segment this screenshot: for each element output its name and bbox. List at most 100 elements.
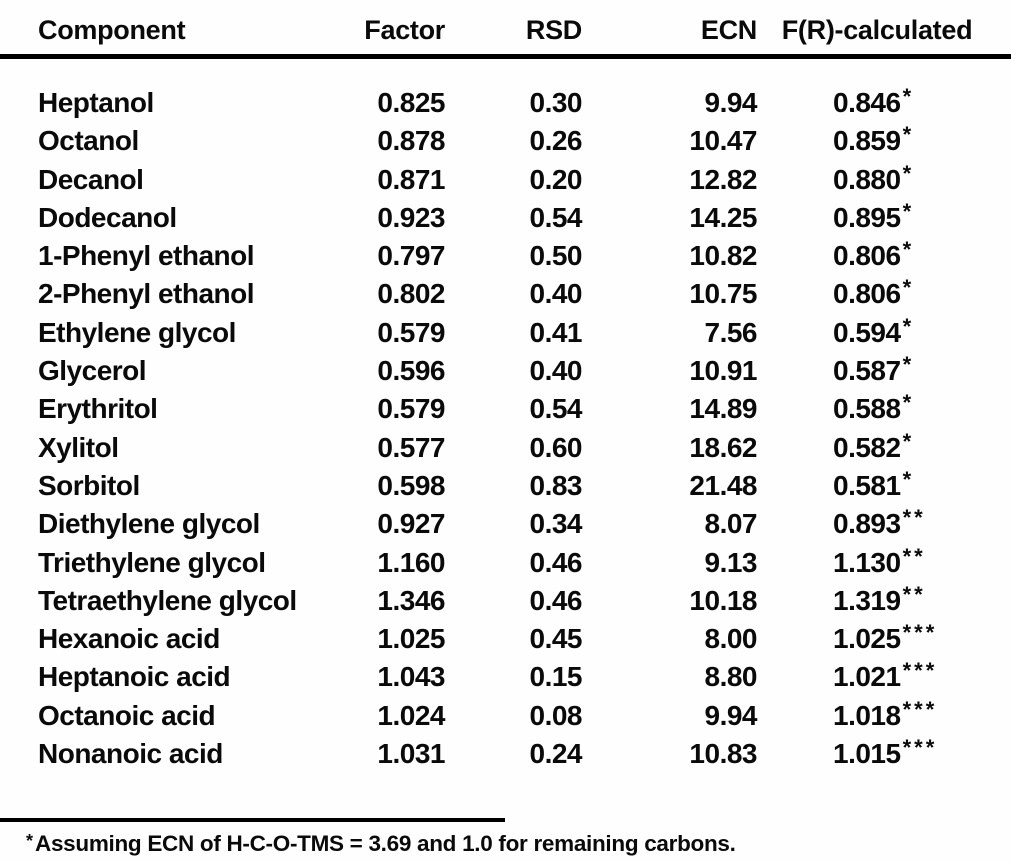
fr-calculated-cell: 0.846* — [757, 84, 1011, 123]
footnotes: *Assuming ECN of H-C-O-TMS = 3.69 and 1.… — [0, 829, 1011, 862]
factor-cell: 0.596 — [377, 355, 445, 387]
fr-value: 0.893 — [833, 508, 901, 540]
fr-calculated-cell: 1.025*** — [757, 620, 1011, 659]
table-row: Octanol 0.878 0.26 10.47 0.859* — [0, 122, 1011, 161]
footnote-marker-stars: ** — [902, 505, 926, 531]
ecn-cell: 8.00 — [704, 623, 758, 655]
fr-calculated-cell: 0.594* — [757, 313, 1011, 353]
ecn-cell: 12.82 — [689, 163, 757, 195]
table-header-row: Component Factor RSD ECN F(R)-calculated — [0, 14, 1011, 46]
component-cell: Triethylene glycol — [38, 546, 266, 578]
footnote-marker: * — [25, 831, 34, 852]
ecn-cell: 10.83 — [689, 738, 757, 770]
ecn-cell: 14.25 — [689, 201, 757, 233]
component-cell: Xylitol — [38, 431, 119, 463]
component-cell: Diethylene glycol — [38, 508, 260, 540]
fr-value: 1.021 — [833, 661, 901, 693]
component-cell: Octanol — [38, 125, 139, 157]
factor-cell: 0.598 — [377, 469, 445, 501]
fr-value: 0.587 — [833, 355, 901, 387]
fr-calculated-cell: 1.319** — [757, 582, 1011, 621]
ecn-cell: 9.13 — [704, 546, 758, 578]
ecn-cell: 10.82 — [689, 240, 757, 272]
footnote-marker-stars: * — [902, 313, 915, 339]
ecn-cell: 10.91 — [689, 355, 757, 387]
footnote-rule — [0, 818, 505, 823]
ecn-cell: 14.89 — [689, 393, 757, 425]
rsd-cell: 0.41 — [529, 316, 583, 348]
rsd-cell: 0.40 — [529, 355, 583, 387]
rsd-cell: 0.45 — [529, 623, 583, 655]
footnote-marker-stars: * — [902, 352, 915, 378]
footnote-marker-stars: * — [902, 84, 915, 109]
ecn-cell: 8.80 — [704, 661, 758, 693]
table-row: Hexanoic acid 1.025 0.45 8.00 1.025*** — [0, 620, 1011, 659]
ecn-cell: 9.94 — [704, 87, 758, 118]
ecn-cell: 10.75 — [689, 278, 757, 310]
fr-value: 0.594 — [833, 316, 901, 348]
fr-calculated-cell: 0.880* — [757, 160, 1011, 200]
table-row: Heptanol 0.825 0.30 9.94 0.846* — [0, 84, 1011, 123]
component-cell: Heptanol — [38, 87, 154, 118]
footnote-marker-stars: *** — [902, 658, 938, 684]
factor-cell: 1.031 — [377, 738, 445, 770]
rsd-cell: 0.60 — [529, 431, 583, 463]
fr-value: 0.581 — [833, 469, 901, 501]
footnote-marker-stars: ** — [902, 543, 926, 569]
footnote-marker-stars: *** — [902, 735, 938, 761]
table-row: Diethylene glycol 0.927 0.34 8.07 0.893** — [0, 505, 1011, 544]
fr-calculated-cell: 1.130** — [757, 543, 1011, 583]
ecn-cell: 21.48 — [689, 469, 757, 501]
factor-cell: 1.025 — [377, 623, 445, 655]
footnote-marker-stars: * — [902, 122, 915, 148]
ecn-cell: 10.47 — [689, 125, 757, 157]
rsd-cell: 0.30 — [529, 87, 583, 118]
component-cell: Sorbitol — [38, 469, 140, 501]
factor-cell: 0.579 — [377, 393, 445, 425]
footnote-marker-stars: * — [902, 466, 915, 492]
factor-cell: 0.579 — [377, 316, 445, 348]
fr-calculated-cell: 1.015*** — [757, 735, 1011, 774]
factor-cell: 0.577 — [377, 431, 445, 463]
fr-calculated-cell: 1.021*** — [757, 658, 1011, 697]
factor-cell: 0.927 — [377, 508, 445, 540]
fr-calculated-cell: 0.582* — [757, 429, 1011, 468]
data-table: Component Factor RSD ECN F(R)-calculated Hep… — [0, 14, 1011, 774]
fr-value: 0.880 — [833, 163, 901, 195]
ecn-cell: 7.56 — [704, 316, 758, 348]
fr-value: 1.015 — [833, 738, 901, 770]
rsd-cell: 0.46 — [529, 546, 583, 578]
fr-calculated-cell: 0.581* — [757, 466, 1011, 506]
rsd-cell: 0.50 — [529, 240, 583, 272]
factor-cell: 1.043 — [377, 661, 445, 693]
column-header-ecn: ECN — [700, 15, 757, 45]
fr-value: 0.895 — [833, 201, 901, 233]
factor-cell: 0.802 — [377, 278, 445, 310]
fr-value: 1.130 — [833, 546, 901, 578]
fr-value: 1.319 — [833, 584, 901, 616]
footnote-marker-stars: * — [902, 160, 915, 186]
footnote-text: Assuming ECN of H-C-O-TMS = 3.69 and 1.0… — [35, 831, 736, 857]
component-cell: Hexanoic acid — [38, 623, 220, 655]
footnote-marker-stars: *** — [902, 696, 938, 722]
fr-calculated-cell: 0.859* — [757, 122, 1011, 161]
fr-calculated-cell: 0.895* — [757, 199, 1011, 238]
rsd-cell: 0.24 — [529, 738, 583, 770]
ecn-cell: 18.62 — [689, 431, 757, 463]
footnote-marker-stars: *** — [902, 620, 938, 646]
fr-value: 0.806 — [833, 278, 901, 310]
fr-value: 0.588 — [833, 393, 901, 425]
rsd-cell: 0.54 — [529, 393, 583, 425]
table-row: Nonanoic acid 1.031 0.24 10.83 1.015*** — [0, 735, 1011, 774]
footnote-line: *Assuming ECN of H-C-O-TMS = 3.69 and 1.… — [0, 829, 1011, 861]
ecn-cell: 10.18 — [689, 584, 757, 616]
fr-value: 1.018 — [833, 699, 901, 731]
column-header-f-r-calculated: F(R)-calculated — [781, 15, 973, 45]
column-header-rsd: RSD — [525, 15, 582, 45]
footnote-marker-stars: * — [902, 237, 915, 263]
factor-cell: 1.160 — [377, 546, 445, 578]
component-cell: 1-Phenyl ethanol — [38, 240, 255, 272]
rsd-cell: 0.54 — [529, 201, 583, 233]
factor-cell: 0.797 — [377, 240, 445, 272]
component-cell: Dodecanol — [38, 201, 177, 233]
